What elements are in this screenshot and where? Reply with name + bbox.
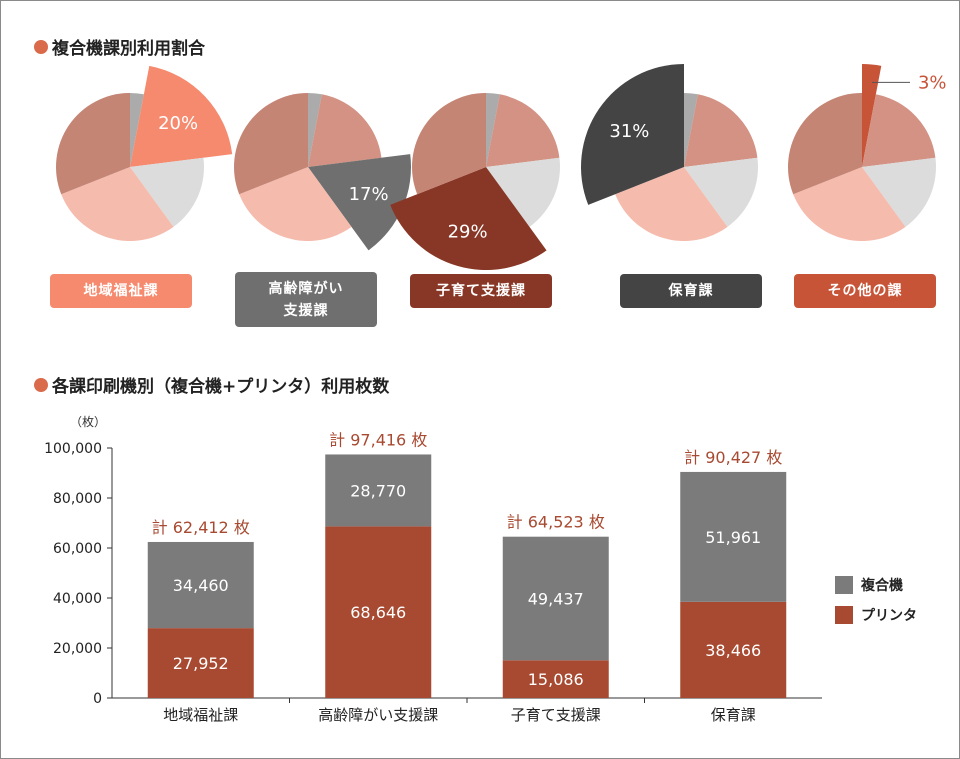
pie-value-label: 31% — [609, 121, 649, 142]
pie-2: 17% — [234, 93, 411, 251]
bar-mfp — [325, 454, 432, 527]
x-category-label: 子育て支援課 — [511, 706, 601, 724]
bar-mfp-value-label: 49,437 — [528, 589, 584, 608]
bar-section-title: 各課印刷機別（複合機+プリンタ）利用枚数 — [34, 372, 389, 397]
pie-value-label: 3% — [918, 72, 947, 93]
y-tick-label: 100,000 — [44, 441, 102, 457]
bar-mfp — [147, 541, 254, 629]
pie-4: 31% — [581, 64, 758, 241]
pie-highlight-slice — [130, 65, 233, 167]
pie-5: 3% — [787, 64, 947, 241]
pie-1: 20% — [56, 65, 233, 241]
pie-3: 29% — [390, 93, 560, 270]
bar-mfp — [502, 536, 609, 661]
pie-slice — [684, 94, 758, 167]
bar-total-label: 計 90,427 枚 — [684, 448, 782, 467]
pie-category-label: その他の課 — [794, 274, 936, 308]
bar-section-title-text: 各課印刷機別（複合機+プリンタ）利用枚数 — [52, 377, 390, 397]
bullet-dot-icon — [34, 377, 48, 392]
pie-slice — [234, 93, 308, 195]
pie-slice — [684, 157, 758, 227]
pie-slice — [130, 157, 204, 227]
pie-section-title: 複合機課別利用割合 — [34, 34, 205, 59]
pie-highlight-slice — [308, 154, 411, 251]
y-tick-label: 80,000 — [53, 491, 102, 507]
legend-swatch-printer — [835, 606, 853, 624]
legend-item-mfp: 複合機 — [835, 572, 917, 598]
pie-slice — [412, 93, 486, 195]
bar-printer — [680, 601, 787, 698]
pie-slice — [486, 94, 560, 167]
pie-charts: 20% 17% 29% 31% 3% — [56, 64, 947, 270]
pie-category-label: 高齢障がい 支援課 — [235, 272, 377, 327]
pie-slice — [239, 167, 352, 241]
pie-value-label: 20% — [158, 113, 198, 134]
pie-slice — [61, 167, 174, 241]
pie-highlight-slice — [862, 64, 882, 167]
pie-value-label: 29% — [448, 221, 488, 242]
pie-slice — [862, 157, 937, 227]
pie-slice — [787, 93, 862, 195]
x-category-label: 地域福祉課 — [163, 706, 238, 724]
pie-slice — [793, 167, 906, 241]
bar-printer — [502, 660, 609, 698]
legend-label-printer: プリンタ — [861, 608, 917, 624]
pie-slice — [130, 93, 144, 167]
x-category-label: 保育課 — [711, 706, 756, 724]
bar-mfp-value-label: 51,961 — [705, 528, 761, 547]
bar-printer — [325, 526, 432, 698]
bar-total-label: 計 62,412 枚 — [152, 518, 250, 537]
bar-legend: 複合機 プリンタ — [835, 572, 917, 632]
pie-highlight-slice — [390, 167, 547, 270]
bar-mfp-value-label: 28,770 — [350, 481, 406, 500]
x-category-label: 高齢障がい支援課 — [318, 706, 438, 724]
legend-swatch-mfp — [835, 576, 853, 594]
y-tick-label: 60,000 — [53, 541, 102, 557]
pie-slice — [862, 94, 936, 167]
pie-slice — [684, 93, 698, 167]
pie-slice — [56, 93, 131, 195]
bar-total-label: 計 97,416 枚 — [329, 430, 427, 449]
pie-slice — [308, 93, 322, 167]
y-tick-label: 40,000 — [53, 591, 102, 607]
bar-printer-value-label: 27,952 — [173, 654, 229, 673]
pie-value-label: 17% — [349, 184, 389, 205]
y-axis-unit: （枚） — [70, 414, 106, 429]
legend-label-mfp: 複合機 — [861, 578, 903, 594]
pie-category-label: 子育て支援課 — [410, 274, 552, 308]
bar-printer-value-label: 38,466 — [705, 641, 761, 660]
y-tick-label: 0 — [93, 691, 102, 707]
bullet-dot-icon — [34, 39, 48, 54]
pie-slice — [615, 167, 728, 241]
pie-slice — [486, 157, 560, 227]
pie-section-title-text: 複合機課別利用割合 — [52, 39, 205, 59]
bar-mfp — [680, 471, 787, 602]
y-tick-label: 20,000 — [53, 641, 102, 657]
bar-printer — [147, 628, 254, 698]
bar-total-label: 計 64,523 枚 — [507, 513, 605, 532]
bar-mfp-value-label: 34,460 — [173, 576, 229, 595]
bar-printer-value-label: 15,086 — [528, 670, 584, 689]
pie-category-label: 地域福祉課 — [50, 274, 192, 308]
pie-category-label: 保育課 — [620, 274, 762, 308]
bar-printer-value-label: 68,646 — [350, 603, 406, 622]
pie-highlight-slice — [581, 64, 684, 205]
pie-slice — [308, 94, 382, 167]
stacked-bar-chart: （枚） 0 20,000 40,000 60,000 80,000 100,000 27,95… — [44, 414, 822, 724]
pie-slice — [486, 93, 500, 167]
legend-item-printer: プリンタ — [835, 602, 917, 628]
